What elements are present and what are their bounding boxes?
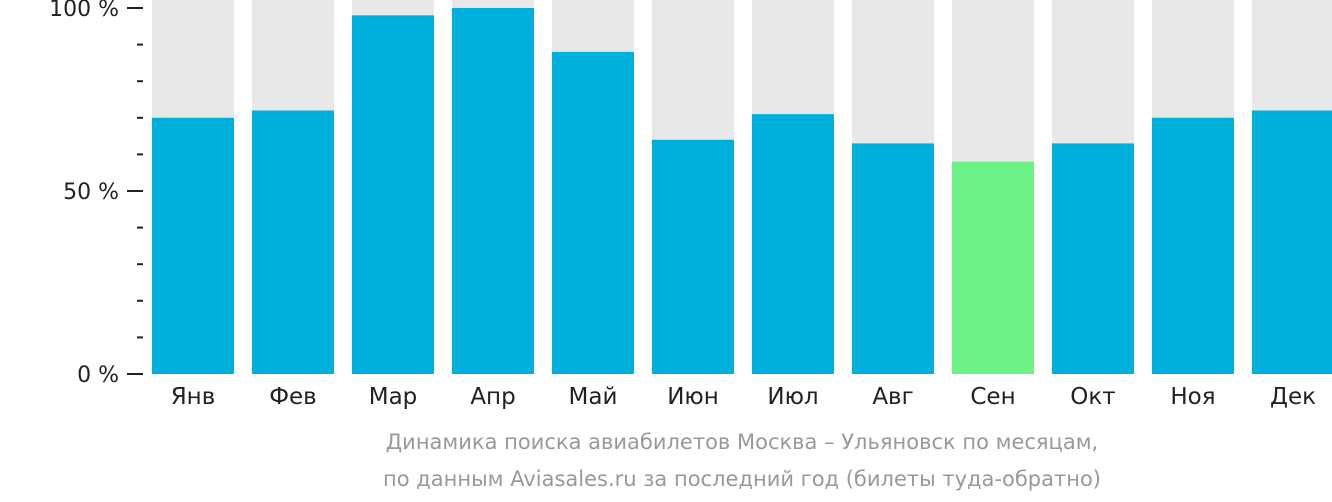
y-tick-label: 0 %: [77, 363, 119, 388]
chart-caption-line-2: по данным Aviasales.ru за последний год …: [383, 467, 1101, 491]
bar-1: [152, 117, 234, 375]
x-tick-label: Сен: [970, 384, 1015, 410]
x-tick-label: Авг: [872, 384, 913, 410]
x-tick-label: Окт: [1070, 384, 1115, 410]
bar-12: [1252, 110, 1332, 374]
y-tick-label: 100 %: [49, 0, 119, 22]
bar-8: [852, 143, 934, 374]
x-tick-label: Мар: [369, 384, 418, 410]
bar-9: [952, 161, 1034, 374]
x-tick-label: Май: [569, 384, 618, 410]
bar-11: [1152, 117, 1234, 375]
bar-6: [652, 139, 734, 374]
bar-5: [552, 51, 634, 375]
bar-2: [252, 110, 334, 374]
y-tick-label: 50 %: [63, 180, 119, 205]
bar-10: [1052, 143, 1134, 374]
x-axis-labels: Янв Фев Мар Апр Май Июн Июл Авг Сен Окт Ноя Дек: [171, 384, 1316, 410]
x-tick-label: Июл: [767, 384, 818, 410]
x-tick-label: Июн: [667, 384, 719, 410]
chart-caption-line-1: Динамика поиска авиабилетов Москва – Уль…: [385, 430, 1099, 454]
x-tick-label: Янв: [171, 384, 216, 410]
bars: [152, 8, 1332, 375]
bar-7: [752, 114, 834, 374]
x-tick-label: Дек: [1270, 384, 1316, 410]
bar-4: [452, 8, 534, 374]
bar-3: [352, 15, 434, 374]
x-tick-label: Апр: [470, 384, 515, 410]
y-axis: 100 % 50 % 0 %: [49, 0, 143, 388]
x-tick-label: Фев: [269, 384, 317, 410]
x-tick-label: Ноя: [1170, 384, 1215, 410]
